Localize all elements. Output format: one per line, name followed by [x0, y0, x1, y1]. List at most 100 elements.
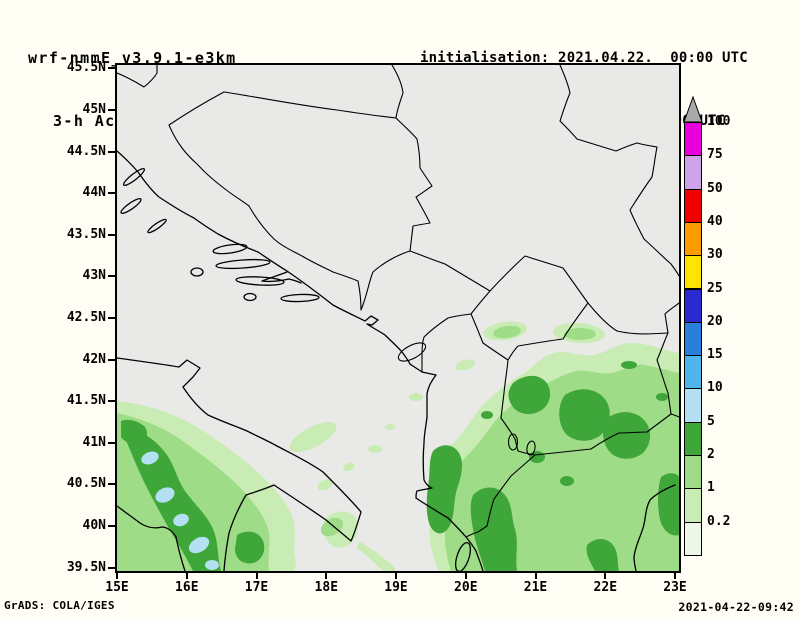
- lon-tick-label: 16E: [175, 580, 199, 595]
- colorbar-segment: [684, 421, 702, 456]
- colorbar-tick-label: 100: [707, 114, 731, 129]
- coast-balkan: [117, 151, 483, 571]
- colorbar-tick-label: 2: [707, 447, 715, 462]
- lat-tick: [108, 192, 116, 195]
- colorbar-tick-label: 0.2: [707, 513, 731, 529]
- border-sava: [224, 92, 396, 118]
- lon-tick-label: 15E: [105, 580, 129, 595]
- lat-tick: [108, 233, 116, 236]
- border-slovenia-croatia: [117, 65, 157, 87]
- coast-aegean: [634, 485, 675, 571]
- island: [244, 294, 256, 301]
- lon-tick-label: 19E: [384, 580, 408, 595]
- island: [119, 197, 142, 216]
- island: [216, 258, 270, 270]
- lat-tick-label: 44.5N: [66, 143, 106, 159]
- lat-tick: [108, 483, 116, 486]
- lon-tick-label: 20E: [454, 580, 478, 595]
- lon-tick: [255, 572, 258, 579]
- island: [147, 218, 168, 235]
- coast-italy-tyrrhenian: [117, 506, 185, 571]
- island: [191, 268, 203, 276]
- lon-tick: [116, 572, 118, 579]
- border-croatia-bosnia: [169, 92, 361, 310]
- lon-tick-label: 23E: [663, 580, 687, 595]
- lat-tick-label: 45N: [82, 101, 106, 117]
- lon-tick: [674, 572, 676, 579]
- lon-tick-label: 18E: [314, 580, 339, 595]
- lat-tick-label: 42N: [82, 351, 106, 367]
- colorbar-tick-label: 1: [707, 480, 715, 496]
- lat-tick: [108, 358, 116, 361]
- colorbar-segment: [684, 521, 702, 556]
- lat-tick-label: 45.5N: [66, 60, 106, 76]
- lon-tick: [395, 572, 397, 579]
- border-macedonia-greece: [535, 414, 671, 455]
- borders: [117, 65, 679, 537]
- lon-tick: [185, 572, 188, 579]
- lake-prespa: [526, 440, 536, 455]
- lon-tick: [464, 572, 467, 579]
- initialisation-time: initialisation: 2021.04.22. 00:00 UTC: [420, 50, 748, 66]
- lat-tick-label: 41N: [82, 434, 106, 450]
- border-albania-greece: [466, 455, 535, 537]
- border-bosnia-montenegro: [361, 251, 410, 310]
- lat-tick: [108, 275, 116, 278]
- colorbar-overflow-arrow: [683, 96, 703, 123]
- border-montenegro-albania: [422, 314, 471, 372]
- colorbar-tick-label: 50: [707, 180, 723, 196]
- lon-tick: [534, 572, 537, 579]
- lat-tick: [108, 400, 116, 403]
- island: [281, 294, 319, 302]
- model-title: wrf-nmmE_v3.9.1-e3km: [28, 49, 237, 67]
- coast-peljesac: [262, 272, 301, 283]
- colorbar-segment: [684, 122, 702, 157]
- coastlines: [117, 151, 675, 571]
- lon-tick: [325, 572, 328, 579]
- island: [236, 276, 284, 287]
- lon-tick-label: 21E: [523, 580, 548, 595]
- border-serbia-bulgaria-north: [630, 177, 679, 276]
- lon-tick-label: 17E: [244, 580, 269, 595]
- border-macedonia-north: [588, 303, 668, 334]
- lat-tick: [108, 108, 116, 111]
- lon-tick: [604, 572, 607, 579]
- colorbar-tick-label: 5: [707, 413, 715, 429]
- lake-ohrid: [509, 434, 518, 450]
- lake-skadar: [396, 339, 429, 365]
- colorbar-tick-label: 40: [707, 213, 723, 229]
- border-macedonia-west: [501, 360, 535, 455]
- lat-tick: [108, 316, 116, 319]
- colorbar-segment: [684, 455, 702, 490]
- colorbar-segment: [684, 155, 702, 190]
- precip-intense: [141, 451, 219, 570]
- lat-tick: [108, 566, 116, 569]
- colorbar-segment: [684, 355, 702, 390]
- colorbar-tick-label: 10: [707, 380, 723, 396]
- lat-tick-label: 42.5N: [66, 309, 106, 325]
- colorbar-tick-label: 75: [707, 147, 723, 163]
- lat-tick-label: 40.5N: [66, 476, 106, 492]
- colorbar-tick-label: 15: [707, 347, 723, 363]
- creation-timestamp: 2021-04-22-09:42: [678, 600, 794, 614]
- colorbar-segment: [684, 388, 702, 423]
- lat-tick-label: 43.5N: [66, 226, 106, 242]
- lat-tick-label: 43N: [82, 268, 106, 284]
- colorbar-tick-label: 20: [707, 313, 723, 329]
- lakes: [396, 339, 536, 455]
- border-kosovo: [471, 256, 588, 360]
- map-svg: [117, 65, 679, 571]
- lat-tick: [108, 150, 116, 153]
- colorbar-segment: [684, 188, 702, 223]
- colorbar-segment: [684, 255, 702, 290]
- lat-tick: [108, 67, 116, 70]
- colorbar-tick-label: 25: [707, 280, 723, 296]
- island: [213, 243, 248, 256]
- grads-credit: GrADS: COLA/IGES: [4, 599, 115, 612]
- lat-tick-label: 40N: [82, 517, 106, 533]
- border-serbia-romania: [560, 65, 657, 177]
- colorbar-segment: [684, 221, 702, 257]
- island: [122, 167, 146, 188]
- colorbar-segment: [684, 488, 702, 523]
